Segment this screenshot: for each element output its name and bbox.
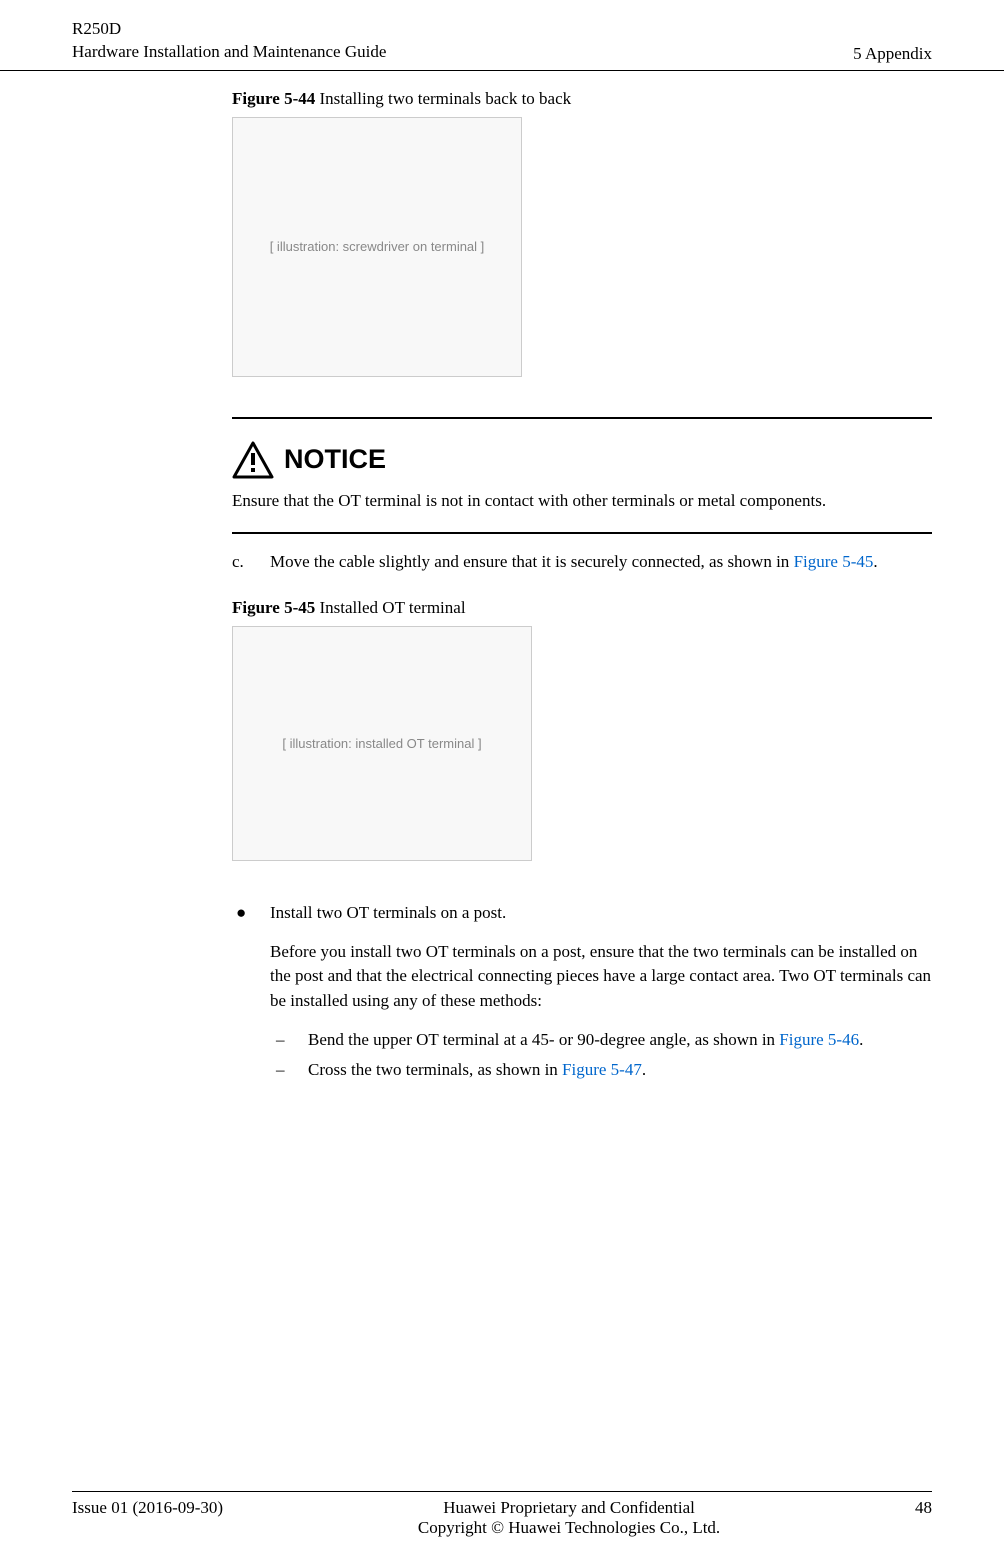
dash-item-1: – Bend the upper OT terminal at a 45- or… xyxy=(270,1028,932,1053)
figure-number: Figure 5-44 xyxy=(232,89,315,108)
header-left: R250D Hardware Installation and Maintena… xyxy=(72,18,386,64)
dash-item-2: – Cross the two terminals, as shown in F… xyxy=(270,1058,932,1083)
figure-title: Installing two terminals back to back xyxy=(315,89,571,108)
figure-caption: Figure 5-45 Installed OT terminal xyxy=(232,598,932,618)
bullet-marker: ● xyxy=(232,901,270,926)
placeholder-text: [ illustration: screwdriver on terminal … xyxy=(270,239,485,254)
figure-caption: Figure 5-44 Installing two terminals bac… xyxy=(232,89,932,109)
step-body: Move the cable slightly and ensure that … xyxy=(270,550,932,575)
figure-5-45: Figure 5-45 Installed OT terminal [ illu… xyxy=(232,598,932,861)
notice-rule-bottom xyxy=(232,532,932,534)
bullet-item: ● Install two OT terminals on a post. xyxy=(232,901,932,926)
footer-page-number: 48 xyxy=(915,1498,932,1518)
dash-text-before: Bend the upper OT terminal at a 45- or 9… xyxy=(308,1030,779,1049)
product-code: R250D xyxy=(72,18,386,41)
figure-5-46-link[interactable]: Figure 5-46 xyxy=(779,1030,859,1049)
dash-body: Cross the two terminals, as shown in Fig… xyxy=(308,1058,932,1083)
dash-text-after: . xyxy=(859,1030,863,1049)
figure-number: Figure 5-45 xyxy=(232,598,315,617)
step-c: c. Move the cable slightly and ensure th… xyxy=(232,550,932,575)
step-marker: c. xyxy=(232,550,270,575)
warning-triangle-icon xyxy=(232,441,274,479)
figure-image-placeholder: [ illustration: screwdriver on terminal … xyxy=(232,117,522,377)
notice-header: NOTICE xyxy=(232,441,932,479)
step-text-before: Move the cable slightly and ensure that … xyxy=(270,552,794,571)
page-header: R250D Hardware Installation and Maintena… xyxy=(0,0,1004,71)
bullet-paragraph: Before you install two OT terminals on a… xyxy=(270,940,932,1014)
notice-heading: NOTICE xyxy=(284,444,386,475)
step-text-after: . xyxy=(873,552,877,571)
dash-marker: – xyxy=(270,1058,308,1083)
figure-title: Installed OT terminal xyxy=(315,598,465,617)
figure-5-47-link[interactable]: Figure 5-47 xyxy=(562,1060,642,1079)
figure-5-44: Figure 5-44 Installing two terminals bac… xyxy=(232,89,932,377)
bullet-title: Install two OT terminals on a post. xyxy=(270,901,932,926)
notice-text: Ensure that the OT terminal is not in co… xyxy=(232,489,932,514)
header-section: 5 Appendix xyxy=(853,44,932,64)
footer-center: Huawei Proprietary and Confidential Copy… xyxy=(223,1498,915,1538)
dash-text-before: Cross the two terminals, as shown in xyxy=(308,1060,562,1079)
dash-marker: – xyxy=(270,1028,308,1053)
footer-copyright: Copyright © Huawei Technologies Co., Ltd… xyxy=(223,1518,915,1538)
notice-rule-top xyxy=(232,417,932,419)
page-footer: Issue 01 (2016-09-30) Huawei Proprietary… xyxy=(72,1491,932,1538)
notice-block: NOTICE Ensure that the OT terminal is no… xyxy=(232,417,932,534)
footer-proprietary: Huawei Proprietary and Confidential xyxy=(223,1498,915,1518)
figure-image-placeholder: [ illustration: installed OT terminal ] xyxy=(232,626,532,861)
doc-title: Hardware Installation and Maintenance Gu… xyxy=(72,41,386,64)
dash-body: Bend the upper OT terminal at a 45- or 9… xyxy=(308,1028,932,1053)
figure-5-45-link[interactable]: Figure 5-45 xyxy=(794,552,874,571)
page-content: Figure 5-44 Installing two terminals bac… xyxy=(0,89,1004,1083)
dash-text-after: . xyxy=(642,1060,646,1079)
placeholder-text: [ illustration: installed OT terminal ] xyxy=(282,736,481,751)
footer-issue: Issue 01 (2016-09-30) xyxy=(72,1498,223,1518)
